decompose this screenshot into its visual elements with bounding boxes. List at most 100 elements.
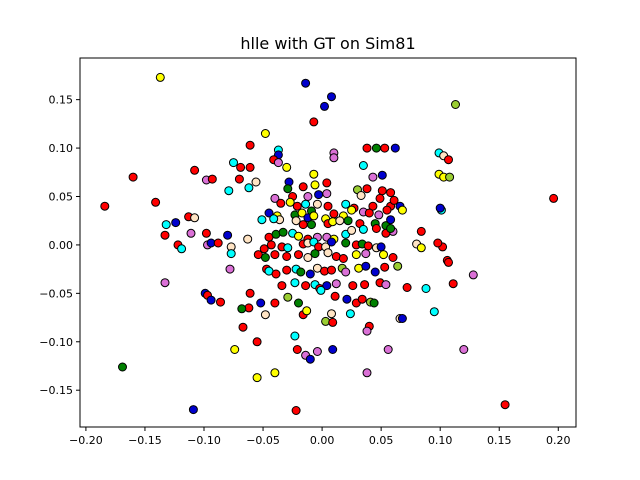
data-point: [224, 186, 234, 196]
data-point: [329, 209, 339, 219]
data-point: [356, 191, 366, 200]
data-point: [377, 186, 387, 196]
data-point: [374, 210, 384, 220]
data-point: [444, 155, 453, 165]
data-point: [160, 230, 170, 240]
data-point: [386, 215, 396, 225]
data-point: [301, 199, 311, 209]
data-point: [291, 406, 301, 415]
plot-area-frame: [79, 57, 577, 428]
data-point: [294, 231, 303, 241]
data-point: [361, 261, 371, 271]
y-tick-label: −0.05: [39, 287, 73, 300]
data-point: [369, 298, 379, 308]
data-point: [377, 170, 387, 180]
x-tick-label: −0.10: [187, 434, 221, 447]
data-point: [270, 193, 280, 203]
data-point: [416, 243, 426, 253]
data-point: [448, 279, 458, 289]
data-point: [347, 205, 357, 215]
data-point: [283, 243, 293, 253]
data-point: [320, 101, 329, 111]
data-point: [225, 264, 235, 274]
data-point: [341, 199, 351, 209]
data-point: [161, 220, 171, 230]
data-point: [380, 262, 390, 272]
data-point: [375, 193, 385, 203]
data-point: [327, 265, 336, 275]
data-point: [309, 169, 319, 179]
data-point: [468, 270, 478, 280]
data-point: [230, 345, 240, 354]
y-tick-label: −0.10: [39, 336, 73, 349]
data-point: [207, 174, 217, 184]
data-point: [171, 218, 181, 228]
data-point: [368, 172, 378, 182]
data-point: [260, 253, 270, 262]
data-point: [118, 362, 127, 372]
data-point: [358, 161, 368, 170]
data-point: [351, 250, 361, 260]
data-point: [270, 368, 280, 378]
data-point: [368, 201, 378, 211]
data-point: [390, 143, 400, 153]
data-point: [330, 291, 340, 301]
y-tick-label: 0.05: [49, 190, 74, 203]
data-point: [257, 215, 267, 225]
data-point: [223, 230, 233, 240]
data-point: [160, 278, 170, 288]
data-point: [273, 158, 283, 168]
data-point: [388, 253, 398, 262]
data-point: [360, 280, 370, 290]
data-point: [245, 162, 255, 172]
data-point: [310, 249, 320, 259]
data-point: [252, 337, 262, 347]
data-point: [376, 242, 386, 252]
data-point: [341, 238, 351, 248]
data-point: [386, 224, 396, 233]
data-point: [386, 188, 396, 198]
data-point: [445, 172, 455, 182]
data-point: [151, 197, 161, 207]
data-point: [292, 345, 302, 354]
data-point: [323, 201, 333, 211]
data-point: [363, 241, 373, 251]
data-point: [309, 211, 319, 221]
data-point: [294, 298, 303, 308]
data-point: [298, 182, 308, 192]
points-layer: [100, 72, 559, 415]
data-point: [314, 190, 324, 200]
data-point: [260, 310, 270, 320]
data-point: [278, 227, 288, 237]
data-point: [190, 213, 200, 223]
data-point: [298, 220, 308, 230]
data-point: [305, 354, 315, 364]
y-axis: −0.15 −0.10 −0.05 0.00 0.05 0.10 0.15: [39, 94, 80, 397]
data-point: [312, 199, 322, 209]
data-point: [303, 192, 313, 201]
data-point: [305, 269, 315, 279]
data-point: [128, 172, 138, 182]
x-tick-label: −0.05: [246, 434, 280, 447]
data-point: [397, 314, 407, 323]
data-point: [433, 238, 443, 248]
x-tick-label: 0.20: [546, 434, 571, 447]
data-point: [312, 347, 322, 356]
data-point: [357, 294, 367, 304]
data-point: [236, 162, 246, 172]
data-point: [328, 317, 338, 327]
data-point: [358, 224, 368, 234]
data-point: [244, 183, 254, 193]
data-point: [201, 228, 211, 238]
data-point: [307, 220, 316, 230]
data-point: [290, 331, 300, 341]
data-point: [296, 267, 306, 277]
data-point: [435, 203, 445, 213]
data-point: [260, 129, 270, 138]
data-point: [245, 140, 255, 150]
data-point: [348, 281, 358, 291]
data-point: [155, 72, 165, 82]
data-point: [322, 281, 332, 291]
data-point: [270, 250, 280, 260]
data-point: [327, 92, 336, 102]
